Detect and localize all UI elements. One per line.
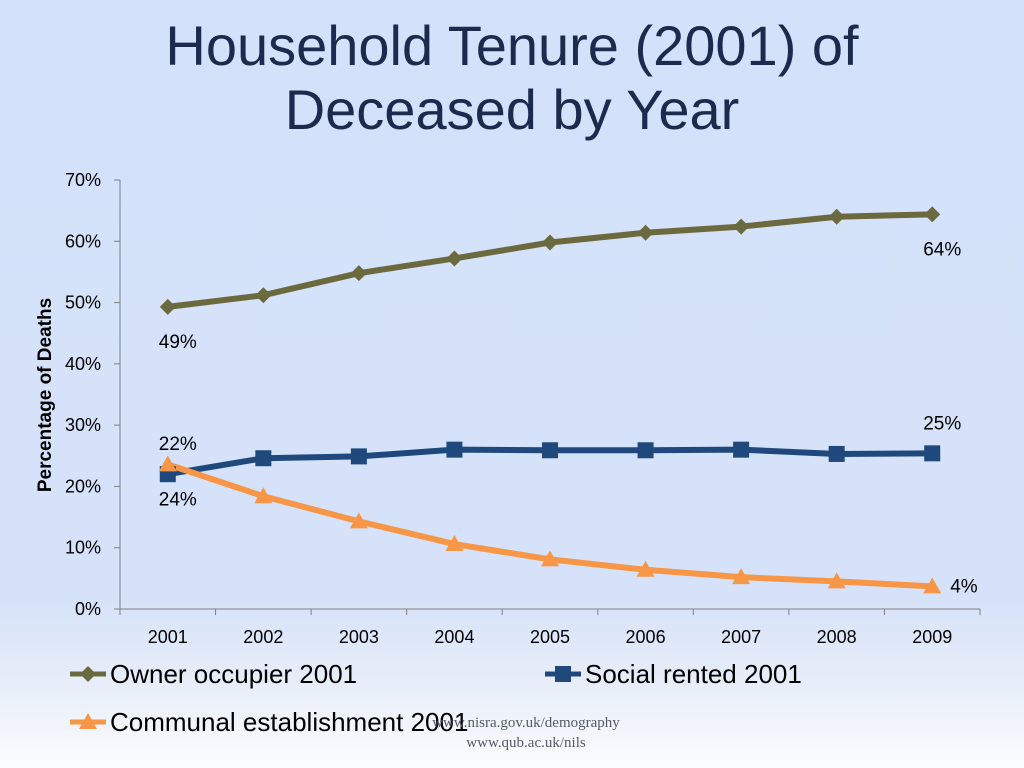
data-point-triangle <box>923 577 942 594</box>
x-tick-label: 2003 <box>339 627 379 647</box>
x-tick-label: 2002 <box>243 627 283 647</box>
y-tick-label: 10% <box>65 538 101 558</box>
chart-title: Household Tenure (2001) of Deceased by Y… <box>0 14 1024 142</box>
data-label: 49% <box>159 332 197 353</box>
data-point-diamond <box>350 265 367 282</box>
x-tick-label: 2001 <box>148 627 188 647</box>
data-point-diamond <box>733 218 750 235</box>
y-tick-label: 20% <box>65 476 101 496</box>
data-point-square <box>828 445 845 462</box>
series-line-2 <box>164 461 936 590</box>
x-tick-label: 2008 <box>817 627 857 647</box>
data-label: 25% <box>923 413 961 434</box>
y-tick-label: 70% <box>65 170 101 190</box>
data-point-square <box>637 442 654 459</box>
footer-link-nisra[interactable]: www.nisra.gov.uk/demography <box>432 715 620 731</box>
data-label: 4% <box>950 576 978 597</box>
data-label: 64% <box>923 239 961 260</box>
data-point-triangle <box>349 512 368 529</box>
data-point-square <box>446 441 463 458</box>
data-point-square <box>542 442 558 459</box>
legend-item-social-rented: Social rented 2001 <box>545 657 802 691</box>
legend-marker-square-icon <box>545 666 581 682</box>
x-tick-label: 2006 <box>626 627 666 647</box>
chart-axes: 0% 10% 20% 30% 40% 50% 60% 70% 2001 2002 2003 2004 2… <box>65 170 981 647</box>
data-point-square <box>350 448 367 465</box>
data-point-square <box>255 450 272 467</box>
data-point-triangle <box>732 568 751 585</box>
data-point-triangle <box>254 487 273 504</box>
chart-title-line-2: Deceased by Year <box>284 78 740 141</box>
data-label: 24% <box>159 489 197 510</box>
data-point-diamond <box>542 234 558 251</box>
data-point-triangle <box>541 550 559 567</box>
data-point-triangle <box>445 535 464 552</box>
legend-label-owner-occupier: Owner occupier 2001 <box>110 658 358 689</box>
data-point-triangle <box>158 455 177 472</box>
chart-title-line-1: Household Tenure (2001) of <box>165 14 859 77</box>
x-tick-label: 2009 <box>912 627 952 647</box>
data-point-square <box>733 441 750 458</box>
legend-label-communal-establishment: Communal establishment 2001 <box>110 706 469 737</box>
x-tick-label: 2004 <box>434 627 474 647</box>
y-tick-label: 60% <box>65 231 101 251</box>
data-point-diamond <box>637 224 654 241</box>
x-tick-label: 2007 <box>721 627 761 647</box>
legend-marker-triangle-icon <box>70 713 106 729</box>
data-point-diamond <box>446 250 463 267</box>
chart-series <box>158 206 942 594</box>
y-axis-label: Percentage of Deaths <box>35 298 56 492</box>
data-point-diamond <box>924 206 941 223</box>
legend-item-owner-occupier: Owner occupier 2001 <box>70 657 357 691</box>
series-line-0 <box>164 211 936 310</box>
y-tick-label: 0% <box>75 599 101 619</box>
data-point-triangle <box>827 572 846 589</box>
x-tick-label: 2005 <box>530 627 570 647</box>
legend-marker-diamond-icon <box>70 666 106 682</box>
data-point-triangle <box>636 560 655 577</box>
data-label: 22% <box>159 434 197 455</box>
y-tick-label: 50% <box>65 293 101 313</box>
data-point-diamond <box>828 208 845 225</box>
chart-data-labels: 49% 64% 22% 25% 24% 4% <box>159 239 978 597</box>
data-point-diamond <box>159 298 176 315</box>
data-point-diamond <box>255 287 272 304</box>
y-tick-label: 30% <box>65 415 101 435</box>
footer-link-qub[interactable]: www.qub.ac.uk/nils <box>466 735 586 751</box>
legend-label-social-rented: Social rented 2001 <box>585 658 802 689</box>
legend-item-communal-establishment: Communal establishment 2001 <box>70 705 468 739</box>
y-tick-label: 40% <box>65 354 101 374</box>
line-chart: 0% 10% 20% 30% 40% 50% 60% 70% 2001 2002 2003 2004 2… <box>35 170 981 647</box>
data-point-square <box>924 445 941 462</box>
